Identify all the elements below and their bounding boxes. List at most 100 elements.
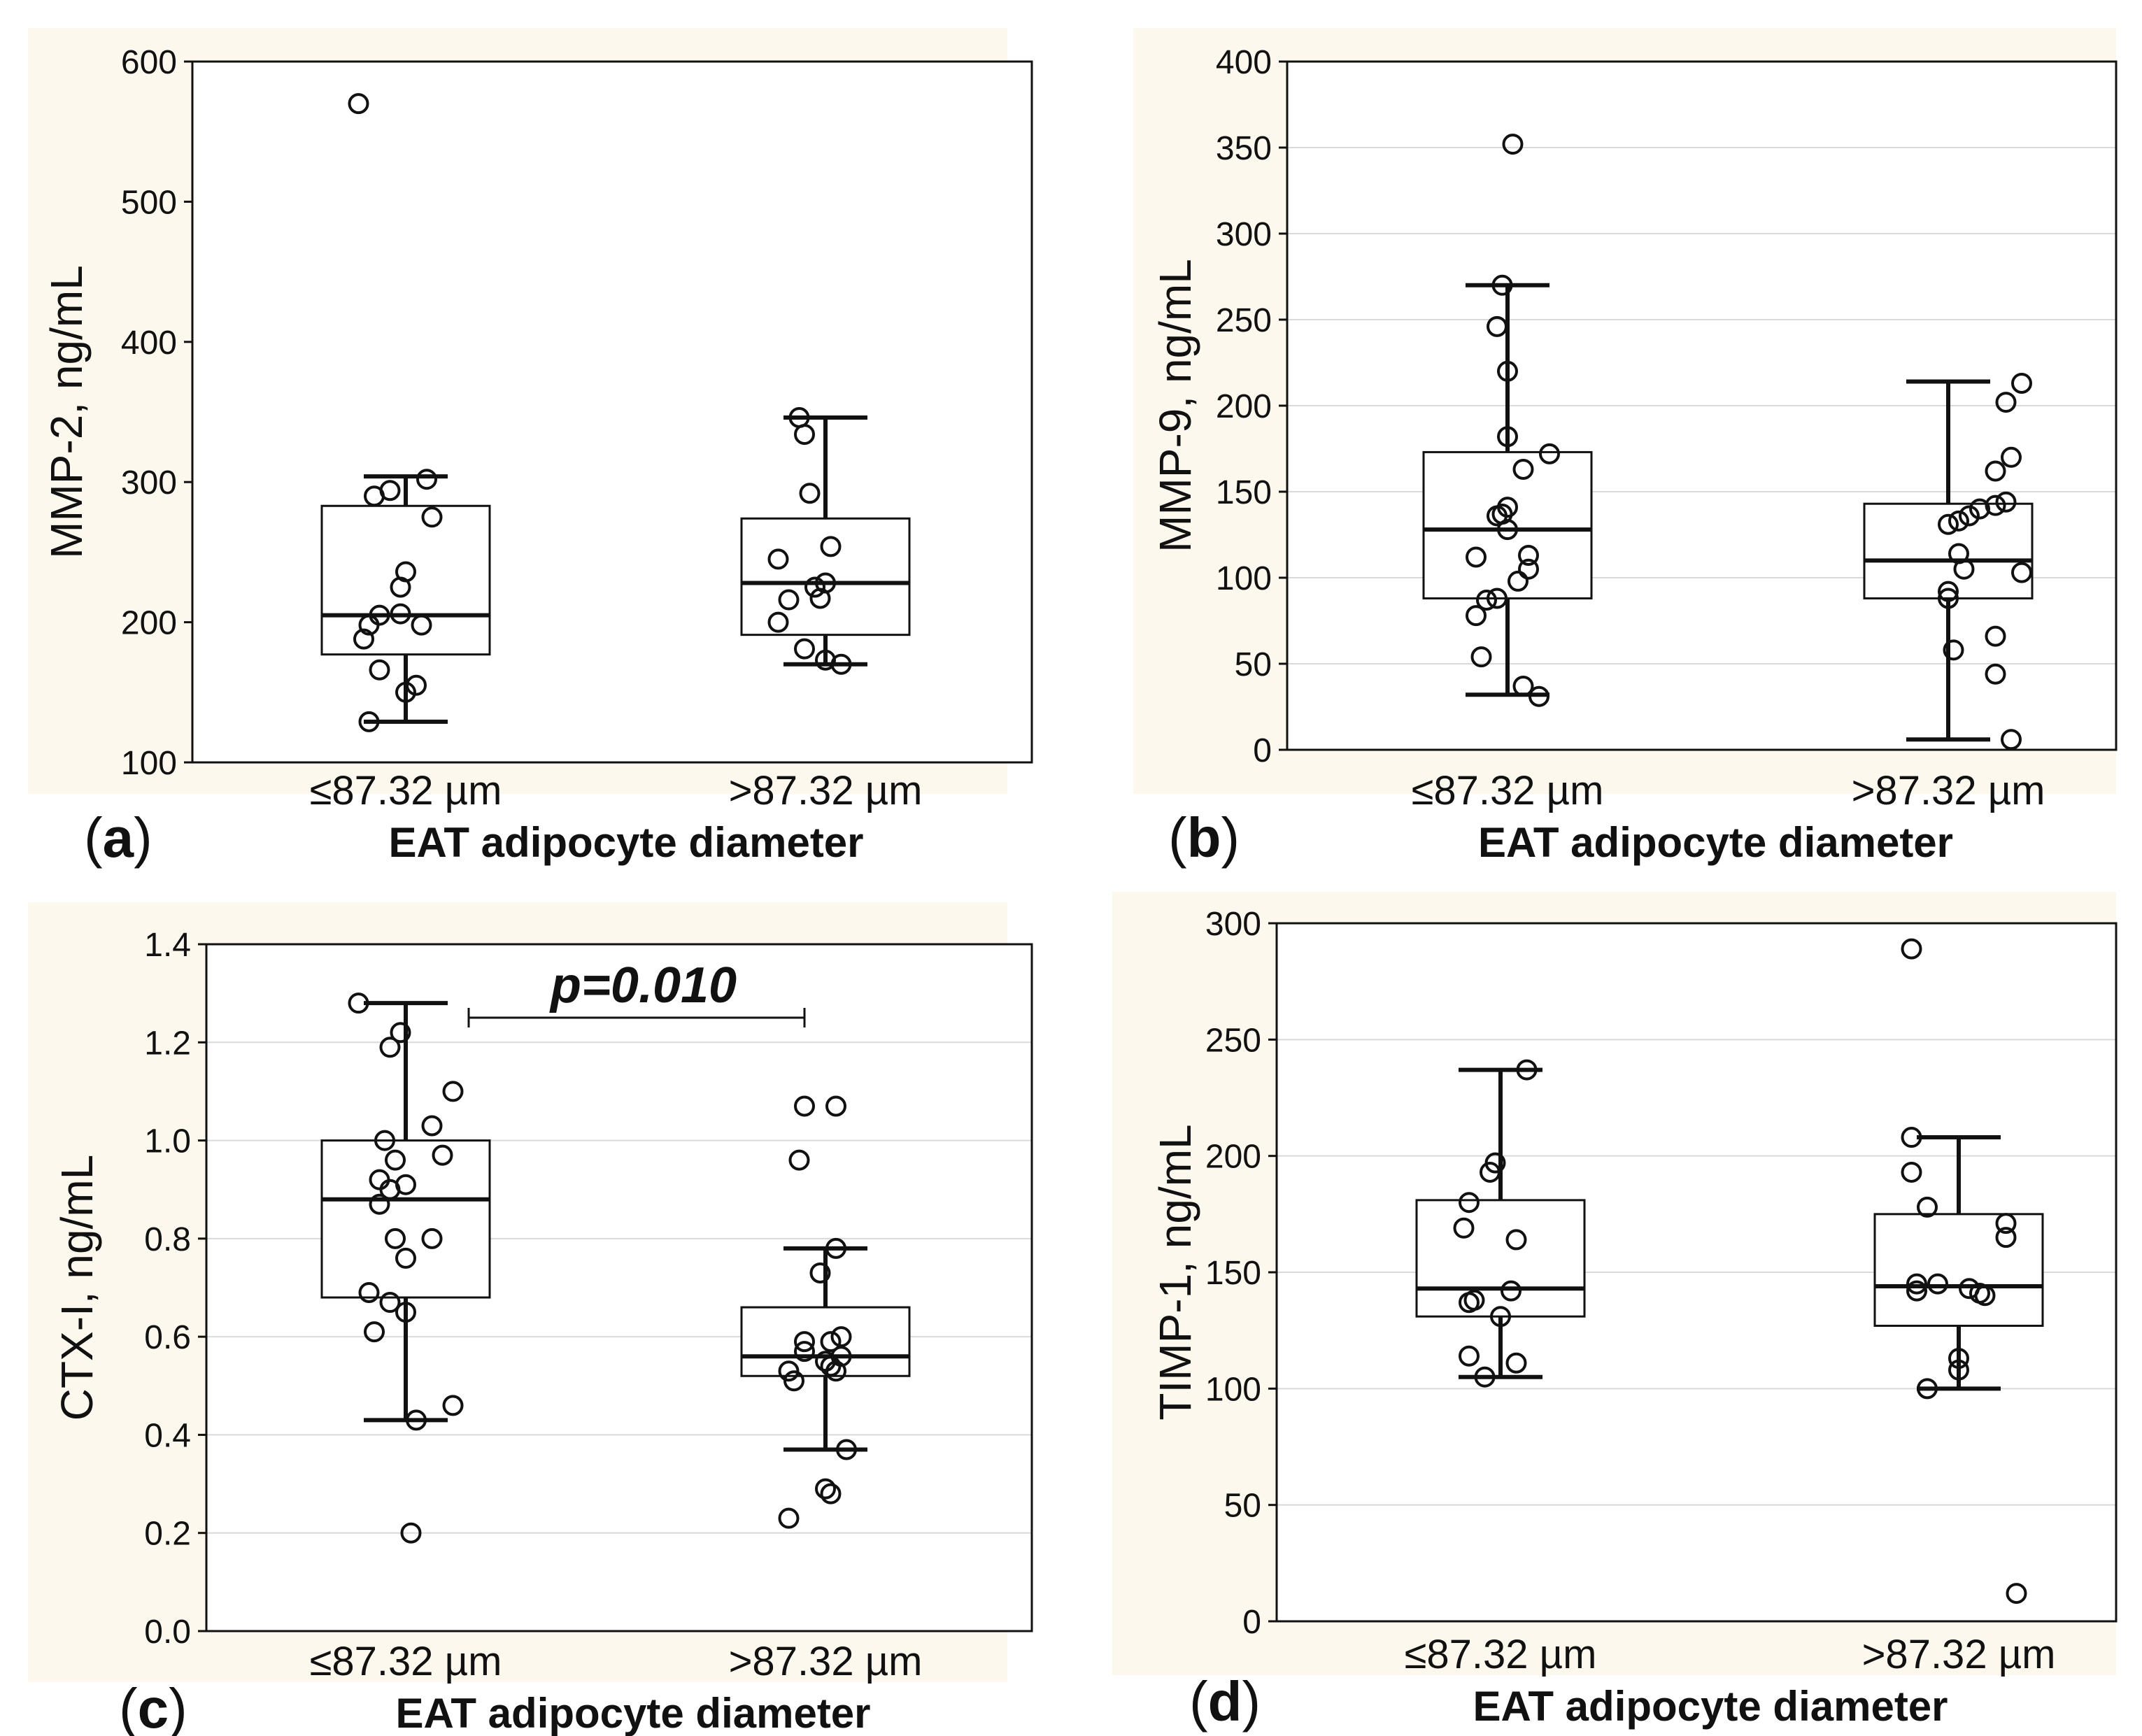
x-category-label: ≤87.32 µm: [310, 1639, 502, 1684]
data-point: [1985, 625, 2006, 647]
panel-label-letter: b: [1187, 806, 1221, 869]
data-point: [1901, 1127, 1922, 1148]
data-point: [778, 589, 800, 611]
data-point: [1995, 1213, 2017, 1235]
data-point: [1969, 498, 1990, 520]
data-point: [1505, 1352, 1527, 1374]
data-point: [788, 1149, 810, 1171]
data-point: [1948, 1359, 1969, 1381]
plot-area: [192, 62, 1032, 762]
data-point: [1917, 1378, 1938, 1400]
panel-label-letter: a: [103, 806, 134, 869]
x-axis-label: EAT adipocyte diameter: [1478, 819, 1953, 866]
data-point: [1508, 570, 1529, 592]
data-point: [1985, 663, 2006, 685]
data-point: [1917, 1196, 1938, 1218]
data-point: [1497, 360, 1518, 382]
x-axis-label: EAT adipocyte diameter: [395, 1690, 870, 1736]
panel-label-paren: (: [1189, 1670, 1208, 1733]
iqr-box: [1415, 1199, 1586, 1318]
data-point: [820, 536, 842, 557]
data-point: [390, 576, 411, 598]
panel-c: 0.0 0.2 0.4 0.6 0.8 1.0 1.2 1.4 p=0.010 CTX-I, ng…: [28, 902, 1033, 1736]
y-tick-label: 0: [1242, 1604, 1261, 1641]
iqr-box: [1422, 450, 1593, 600]
data-point: [1985, 495, 2006, 516]
data-point: [794, 638, 815, 660]
data-point: [809, 1262, 831, 1283]
data-point: [369, 1193, 390, 1215]
data-point: [432, 1144, 453, 1166]
data-point: [1497, 426, 1518, 448]
box-1: [1422, 283, 1593, 697]
iqr-box: [320, 1139, 491, 1299]
data-point: [1459, 1192, 1480, 1214]
data-point: [1995, 491, 2017, 513]
data-point: [1491, 274, 1513, 296]
panel-label-paren: ): [1221, 806, 1240, 869]
y-tick-label: 1.0: [144, 1123, 191, 1160]
data-point: [406, 674, 427, 696]
box-2: [740, 1246, 911, 1452]
data-point: [794, 1095, 815, 1117]
data-point: [1480, 1161, 1501, 1183]
panel-label: (d): [1189, 1670, 1261, 1733]
y-tick-label: 300: [1205, 906, 1261, 943]
y-tick-label: 0: [1253, 732, 1272, 769]
panel-a: 100 200 300 400 500 600 MMP-2, ng/mL ≤87.32 µm >…: [28, 28, 1033, 869]
data-point: [1529, 685, 1549, 707]
data-point: [2001, 446, 2022, 468]
data-point: [1906, 1280, 1927, 1302]
data-point: [778, 1360, 800, 1382]
y-tick-label: 500: [121, 184, 177, 221]
y-tick-label: 0.0: [144, 1614, 191, 1651]
data-point: [421, 1228, 443, 1249]
data-point: [830, 1326, 852, 1348]
panel-label: (c): [119, 1677, 187, 1736]
panel-label-paren: (: [1168, 806, 1187, 869]
data-point: [1453, 1217, 1475, 1239]
data-point: [1995, 1227, 2017, 1248]
data-point: [1518, 545, 1539, 567]
x-category-label: ≤87.32 µm: [1412, 768, 1604, 813]
data-point: [767, 611, 789, 633]
panel-label: (a): [84, 806, 153, 869]
data-point: [804, 576, 825, 598]
panel-label-paren: (: [119, 1677, 138, 1736]
data-point: [358, 1282, 380, 1304]
x-category-label: >87.32 µm: [1852, 768, 2045, 813]
y-tick-label: 200: [1216, 388, 1272, 425]
data-point: [1476, 589, 1497, 611]
y-tick-label: 300: [1216, 216, 1272, 253]
data-point: [2006, 1583, 2027, 1605]
panel-label-paren: ): [1242, 1670, 1261, 1733]
data-point: [395, 1174, 416, 1195]
data-point: [1497, 519, 1518, 541]
data-point: [358, 711, 380, 732]
data-point: [390, 603, 411, 625]
y-tick-label: 1.4: [144, 927, 191, 964]
panel-label: (b): [1168, 806, 1240, 869]
y-tick-label: 400: [121, 325, 177, 362]
data-point: [836, 1439, 857, 1460]
data-point: [379, 1037, 401, 1058]
data-point: [442, 1081, 464, 1102]
plot-frame: [191, 60, 1033, 764]
data-point: [379, 1292, 401, 1314]
y-tick-label: 300: [121, 464, 177, 501]
data-point: [1474, 1366, 1496, 1388]
y-axis-label: MMP-2, ng/mL: [41, 265, 92, 559]
data-point: [820, 1483, 842, 1504]
data-point: [825, 1237, 846, 1259]
data-point: [1512, 459, 1534, 481]
data-point: [830, 653, 852, 675]
data-point: [1501, 1280, 1522, 1302]
y-tick-label: 50: [1224, 1488, 1261, 1525]
data-point: [1959, 505, 1980, 527]
panel-label-paren: ): [134, 806, 153, 869]
y-tick-label: 350: [1216, 130, 1272, 167]
y-tick-label: 150: [1216, 474, 1272, 511]
y-tick-label: 0.4: [144, 1417, 191, 1454]
data-point: [2001, 729, 2022, 750]
